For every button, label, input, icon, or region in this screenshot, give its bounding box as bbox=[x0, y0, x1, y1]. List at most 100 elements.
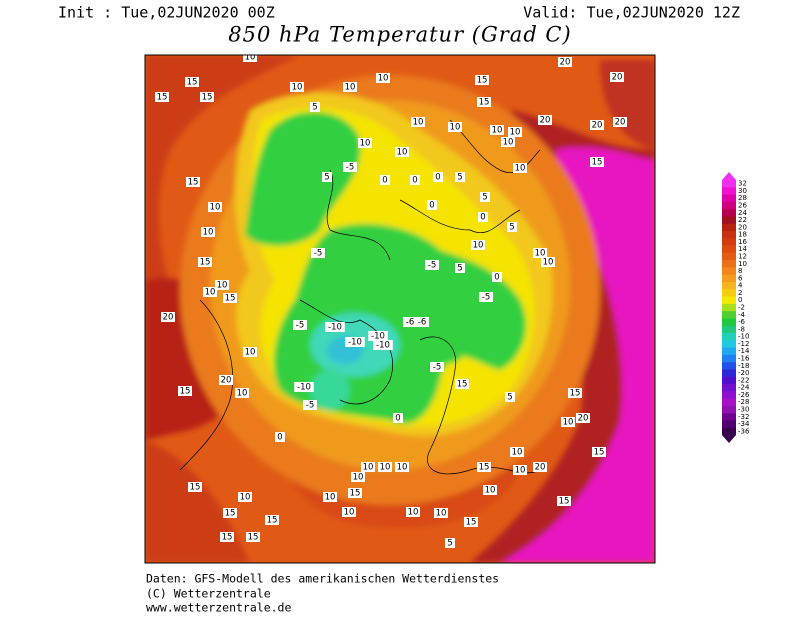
colorbar-label: -8 bbox=[738, 325, 745, 333]
contour-label-box bbox=[219, 375, 233, 385]
colorbar-swatch bbox=[722, 398, 736, 407]
contour-label-box bbox=[445, 538, 455, 548]
contour-label-box bbox=[293, 320, 307, 330]
contour-label-box bbox=[323, 492, 337, 502]
colorbar-label: -36 bbox=[738, 427, 750, 435]
contour-label-box bbox=[406, 507, 420, 517]
contour-label-box bbox=[376, 73, 390, 83]
colorbar-label: 20 bbox=[738, 223, 747, 231]
contour-label-box bbox=[201, 227, 215, 237]
contour-label-box bbox=[455, 379, 469, 389]
contour-label-box bbox=[434, 508, 448, 518]
contour-label-box bbox=[478, 212, 488, 222]
colorbar-label: -6 bbox=[738, 318, 746, 326]
contour-label: 15 bbox=[187, 78, 198, 88]
colorbar-label: -14 bbox=[738, 347, 750, 355]
contour-label: 20 bbox=[163, 313, 174, 323]
contour-label: 5 bbox=[457, 264, 462, 274]
contour-label-box bbox=[538, 115, 552, 125]
colorbar-label: -12 bbox=[738, 340, 749, 348]
colorbar-label: -20 bbox=[738, 369, 749, 377]
contour-label: 0 bbox=[429, 201, 434, 211]
colorbar-swatch bbox=[722, 180, 736, 188]
contour-label: 10 bbox=[543, 258, 554, 268]
contour-label-box bbox=[576, 413, 590, 423]
colorbar-swatch bbox=[722, 391, 736, 399]
colorbar-label: -2 bbox=[738, 304, 745, 312]
contour-label: 10 bbox=[515, 164, 526, 174]
contour-label: 15 bbox=[479, 463, 490, 473]
contour-label-box bbox=[200, 92, 214, 102]
contour-label: 10 bbox=[510, 128, 521, 138]
contour-label: 10 bbox=[397, 463, 408, 473]
contour-label-box bbox=[303, 400, 317, 410]
contour-label: 15 bbox=[457, 380, 468, 390]
colorbar-swatch bbox=[722, 362, 736, 370]
colorbar-label: 12 bbox=[738, 253, 747, 261]
contour-label-box bbox=[203, 287, 217, 297]
contour-label: -10 bbox=[348, 338, 362, 348]
contour-label-box bbox=[275, 432, 285, 442]
colorbar-swatch bbox=[722, 201, 736, 210]
contour-label: 15 bbox=[594, 448, 605, 458]
contour-label-box bbox=[613, 117, 627, 127]
contour-label-box bbox=[610, 72, 624, 82]
colorbar-label: -28 bbox=[738, 398, 749, 406]
contour-label: -5 bbox=[428, 261, 436, 271]
contour-label-box bbox=[492, 272, 502, 282]
colorbar-swatch bbox=[722, 347, 736, 356]
contour-label-box bbox=[395, 462, 409, 472]
contour-label: 10 bbox=[245, 348, 256, 358]
contour-label: -5 bbox=[482, 293, 490, 303]
contour-label-box bbox=[393, 413, 403, 423]
colorbar-swatch bbox=[722, 296, 736, 305]
contour-label: 15 bbox=[190, 483, 201, 493]
contour-label: 10 bbox=[363, 463, 374, 473]
contour-label-box bbox=[427, 200, 437, 210]
contour-label-box bbox=[178, 386, 192, 396]
contour-label: 10 bbox=[485, 486, 496, 496]
contour-label: 15 bbox=[225, 509, 236, 519]
map-title: 850 hPa Temperatur (Grad C) bbox=[228, 23, 571, 47]
contour-label: 5 bbox=[482, 193, 487, 203]
contour-label-box bbox=[430, 362, 444, 372]
footer-copyright: (C) Wetterzentrale bbox=[146, 587, 271, 601]
colorbar-label: 26 bbox=[738, 202, 747, 210]
contour-label: 15 bbox=[225, 294, 236, 304]
contour-label-box bbox=[198, 257, 212, 267]
contour-label-box bbox=[403, 317, 417, 327]
contour-label-box bbox=[483, 485, 497, 495]
colorbar-label: -16 bbox=[738, 355, 750, 363]
contour-label-box bbox=[380, 175, 390, 185]
contour-label: -5 bbox=[306, 401, 314, 411]
colorbar-swatch bbox=[722, 194, 736, 203]
contour-label: 20 bbox=[540, 116, 551, 126]
contour-label-box bbox=[590, 120, 604, 130]
colorbar-label: -26 bbox=[738, 391, 750, 399]
contour-label-box bbox=[533, 462, 547, 472]
contour-label: -5 bbox=[346, 163, 354, 173]
contour-label-box bbox=[561, 417, 575, 427]
contour-label: 5 bbox=[457, 173, 462, 183]
contour-label: 15 bbox=[350, 489, 361, 499]
contour-label-box bbox=[348, 488, 362, 498]
contour-label: 10 bbox=[436, 509, 447, 519]
contour-label: 10 bbox=[413, 118, 424, 128]
contour-label-box bbox=[477, 97, 491, 107]
colorbar-top-arrow bbox=[722, 172, 736, 180]
contour-label: 10 bbox=[345, 83, 356, 93]
contour-label: -6 bbox=[406, 318, 414, 328]
contour-label: -6 bbox=[418, 318, 426, 328]
colorbar-swatch bbox=[722, 413, 736, 421]
contour-label-box bbox=[475, 75, 489, 85]
colorbar-swatch bbox=[722, 216, 736, 225]
contour-label-box bbox=[243, 347, 257, 357]
contour-label: 10 bbox=[378, 74, 389, 84]
colorbar-label: 10 bbox=[738, 260, 747, 268]
contour-label-box bbox=[343, 162, 357, 172]
colorbar-swatch bbox=[722, 369, 736, 378]
footer-source: Daten: GFS-Modell des amerikanischen Wet… bbox=[146, 572, 499, 586]
contour-label-box bbox=[479, 292, 493, 302]
